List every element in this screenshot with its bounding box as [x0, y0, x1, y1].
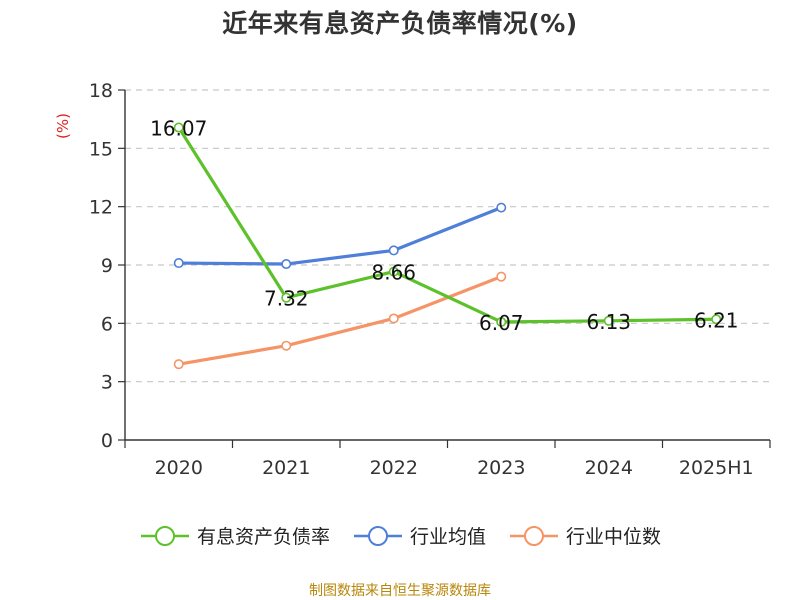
y-tick-label: 3: [101, 372, 113, 394]
legend-item: 行业均值: [352, 522, 486, 549]
legend-label: 行业均值: [409, 526, 486, 548]
data-point: [388, 266, 399, 277]
series-line: [177, 126, 717, 324]
y-tick-label: 15: [89, 138, 113, 160]
x-tick-label: 2021: [262, 457, 310, 479]
y-tick-label: 0: [101, 430, 113, 452]
data-point: [388, 313, 399, 324]
y-tick-label: 9: [101, 255, 113, 277]
grid-lines: [125, 89, 770, 383]
series-line: [178, 206, 502, 266]
data-label: 6.21: [694, 308, 739, 332]
data-point: [496, 202, 507, 213]
data-point: [496, 271, 507, 282]
x-tick-label: 2022: [370, 457, 418, 479]
data-point: [173, 359, 184, 370]
y-tick-label: 6: [101, 313, 113, 335]
chart-title: 近年来有息资产负债率情况(%): [222, 9, 578, 38]
data-point: [281, 340, 292, 351]
x-tick-label: 2025H1: [679, 457, 754, 479]
data-label: 8.66: [371, 261, 416, 285]
data-label: 16.07: [150, 117, 207, 141]
x-tick-label: 2023: [477, 457, 525, 479]
y-axis-unit-label: (%): [54, 113, 72, 139]
data-point: [281, 292, 292, 303]
data-point: [281, 259, 292, 270]
legend-circle: [367, 525, 388, 546]
legend-label: 行业中位数: [566, 526, 662, 548]
series-layer: [173, 122, 722, 370]
legend-marker-icon: [140, 525, 189, 546]
data-point: [173, 258, 184, 269]
legend: 有息资产负债率 行业均值 行业中位数: [0, 522, 800, 549]
data-label: 6.07: [479, 311, 524, 335]
data-point: [388, 245, 399, 256]
legend-circle: [154, 525, 175, 546]
data-labels: 16.07 7.32 8.66 6.07 6.13 6.21: [150, 117, 738, 335]
legend-label: 有息资产负债率: [196, 526, 330, 548]
legend-marker-icon: [510, 525, 558, 546]
data-label: 7.32: [264, 287, 309, 311]
axes: 0 3 6 9 12 15 18 (%) 2020 2021 2022 2023 2024 2025H1: [54, 80, 771, 479]
legend-circle: [524, 525, 544, 546]
y-tick-label: 18: [89, 80, 113, 102]
series-line: [178, 275, 502, 366]
data-point: [173, 122, 184, 133]
legend-item: 有息资产负债率: [139, 522, 330, 549]
x-tick-label: 2024: [585, 457, 633, 479]
x-tick-label: 2020: [155, 457, 203, 479]
data-point: [603, 315, 614, 326]
y-tick-label: 12: [89, 197, 113, 219]
legend-marker-icon: [353, 525, 402, 546]
legend-item: 行业中位数: [508, 522, 661, 549]
data-label: 6.13: [586, 310, 631, 334]
source-note: 制图数据来自恒生聚源数据库: [309, 583, 491, 599]
data-point: [496, 316, 507, 327]
data-point: [711, 314, 722, 325]
